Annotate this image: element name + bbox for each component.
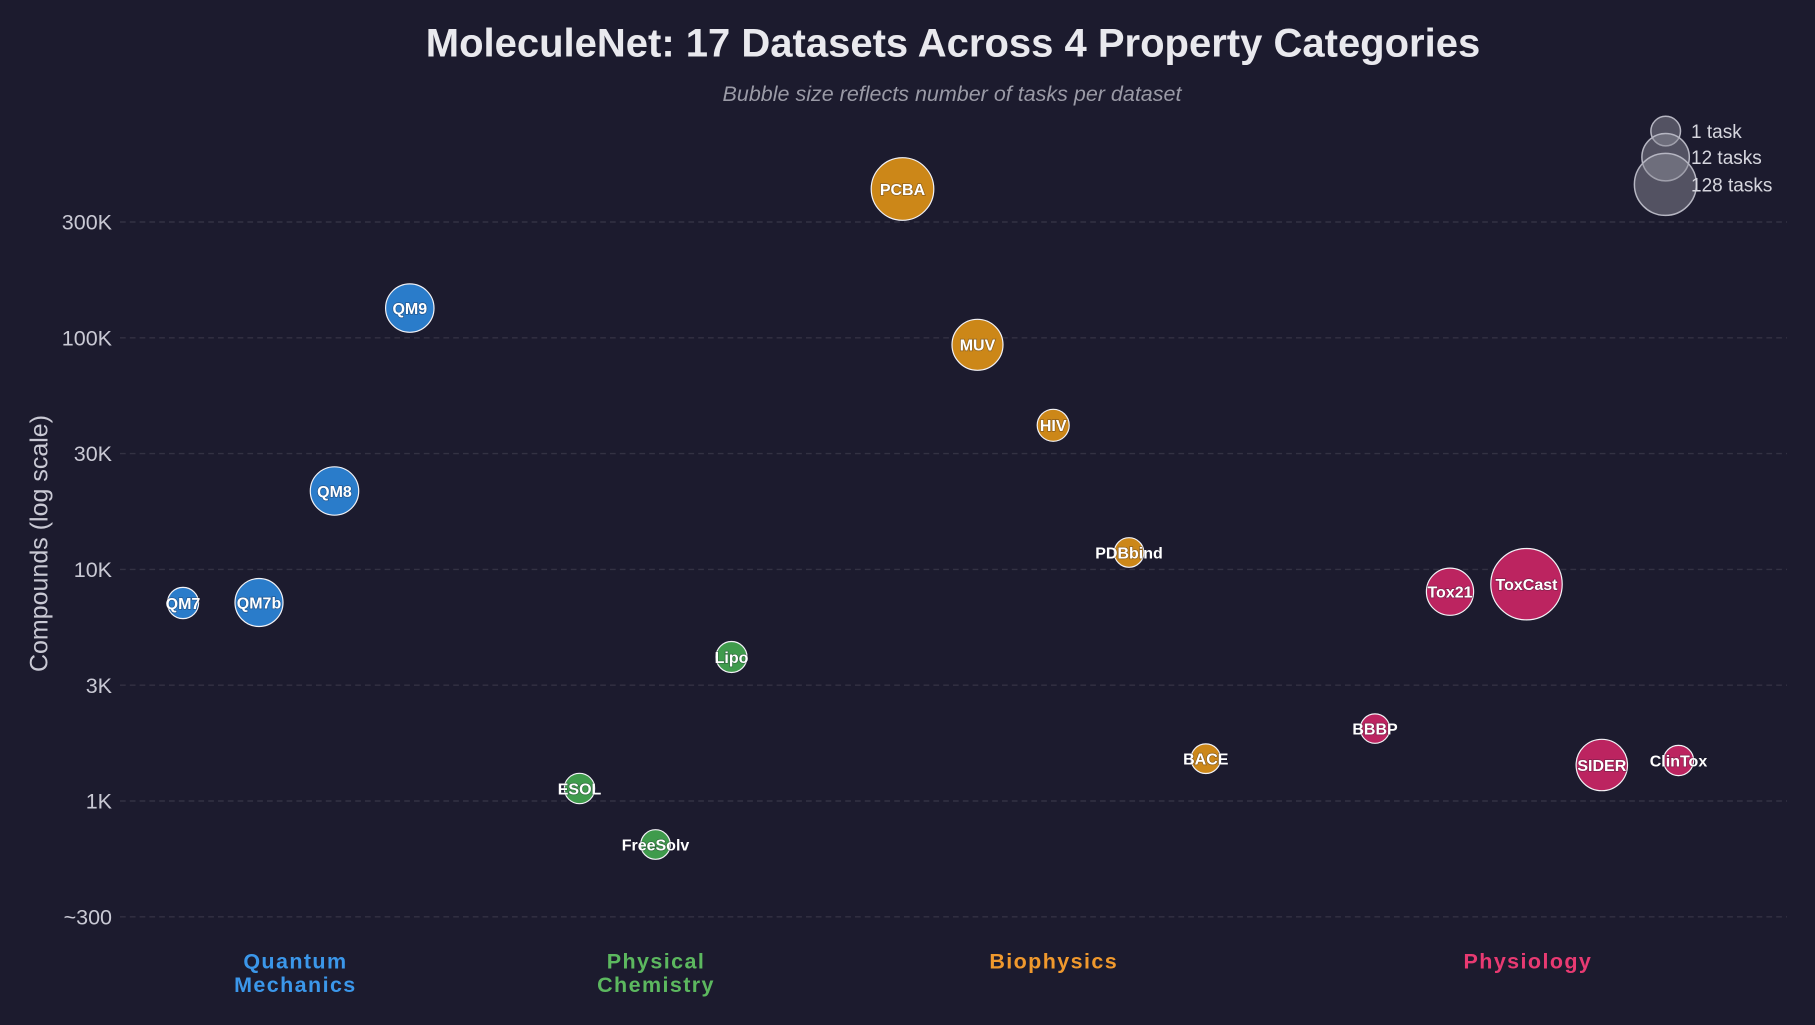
- svg-text:~300: ~300: [64, 905, 112, 929]
- svg-text:PDBbind: PDBbind: [1095, 545, 1163, 562]
- svg-text:3K: 3K: [86, 674, 113, 698]
- svg-text:FreeSolv: FreeSolv: [622, 837, 690, 854]
- svg-text:BACE: BACE: [1183, 752, 1229, 769]
- svg-text:ToxCast: ToxCast: [1496, 577, 1559, 594]
- svg-text:SIDER: SIDER: [1577, 758, 1626, 775]
- svg-text:Tox21: Tox21: [1427, 585, 1472, 602]
- svg-text:100K: 100K: [62, 326, 113, 350]
- svg-text:HIV: HIV: [1040, 418, 1067, 435]
- svg-text:ESOL: ESOL: [558, 781, 602, 798]
- svg-text:30K: 30K: [74, 442, 113, 466]
- svg-text:PCBA: PCBA: [880, 182, 926, 199]
- svg-text:Physical: Physical: [607, 949, 705, 973]
- svg-text:10K: 10K: [74, 558, 113, 582]
- svg-text:1K: 1K: [86, 790, 113, 814]
- svg-text:Compounds (log scale): Compounds (log scale): [26, 415, 54, 672]
- svg-text:Lipo: Lipo: [715, 650, 749, 667]
- svg-text:300K: 300K: [62, 211, 113, 235]
- svg-text:MUV: MUV: [960, 338, 996, 355]
- svg-text:Bubble size reflects number of: Bubble size reflects number of tasks per…: [723, 82, 1183, 106]
- svg-text:Quantum: Quantum: [243, 949, 347, 973]
- svg-text:1 task: 1 task: [1691, 122, 1742, 143]
- svg-text:Biophysics: Biophysics: [989, 949, 1118, 973]
- svg-text:QM8: QM8: [317, 484, 352, 501]
- svg-text:128 tasks: 128 tasks: [1691, 175, 1772, 196]
- svg-text:MoleculeNet: 17 Datasets Acros: MoleculeNet: 17 Datasets Across 4 Proper…: [426, 22, 1480, 66]
- svg-text:Physiology: Physiology: [1464, 949, 1593, 973]
- svg-text:BBBP: BBBP: [1352, 721, 1398, 738]
- svg-text:12 tasks: 12 tasks: [1691, 148, 1762, 169]
- svg-text:Chemistry: Chemistry: [597, 973, 715, 997]
- svg-text:ClinTox: ClinTox: [1650, 753, 1708, 770]
- svg-text:QM7: QM7: [166, 596, 201, 613]
- svg-text:Mechanics: Mechanics: [234, 973, 357, 997]
- svg-text:QM9: QM9: [392, 301, 427, 318]
- svg-text:QM7b: QM7b: [237, 595, 282, 612]
